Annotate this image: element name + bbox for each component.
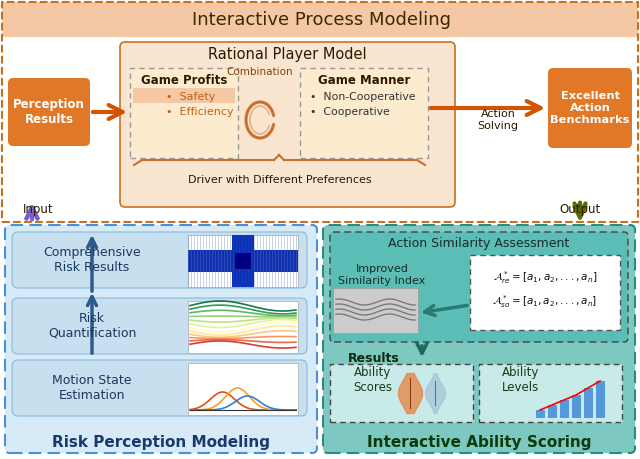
Bar <box>584 388 593 418</box>
Text: Input: Input <box>22 202 53 215</box>
Text: Excellent
Action
Benchmarks: Excellent Action Benchmarks <box>550 91 630 124</box>
Text: •  Cooperative: • Cooperative <box>310 107 390 117</box>
Text: Interactive Process Modeling: Interactive Process Modeling <box>191 11 451 29</box>
Text: Results: Results <box>348 352 400 364</box>
Text: Perception
Results: Perception Results <box>13 98 85 126</box>
FancyBboxPatch shape <box>12 360 307 416</box>
Bar <box>547 405 557 418</box>
Bar <box>572 395 580 418</box>
FancyBboxPatch shape <box>188 250 298 272</box>
Text: Risk
Quantification: Risk Quantification <box>48 312 136 340</box>
FancyBboxPatch shape <box>479 364 622 422</box>
Text: $\mathcal{A}^*_{re} = [a_1, a_2, ..., a_n]$: $\mathcal{A}^*_{re} = [a_1, a_2, ..., a_… <box>493 269 597 286</box>
FancyBboxPatch shape <box>8 78 90 146</box>
FancyBboxPatch shape <box>323 225 635 453</box>
Text: Interactive Ability Scoring: Interactive Ability Scoring <box>367 436 591 450</box>
FancyBboxPatch shape <box>130 68 238 158</box>
FancyBboxPatch shape <box>188 301 298 353</box>
Bar <box>559 400 568 418</box>
FancyBboxPatch shape <box>5 225 317 453</box>
Bar <box>595 381 605 418</box>
FancyBboxPatch shape <box>188 235 298 287</box>
FancyBboxPatch shape <box>300 68 428 158</box>
FancyBboxPatch shape <box>120 42 455 207</box>
Text: •  Non-Cooperative: • Non-Cooperative <box>310 92 415 102</box>
Text: Action Similarity Assessment: Action Similarity Assessment <box>388 237 570 251</box>
FancyBboxPatch shape <box>333 288 418 333</box>
FancyBboxPatch shape <box>470 255 620 330</box>
Text: Game Profits: Game Profits <box>141 73 227 86</box>
FancyBboxPatch shape <box>133 88 235 103</box>
FancyBboxPatch shape <box>232 235 254 287</box>
Text: Ability
Scores: Ability Scores <box>353 366 392 394</box>
FancyBboxPatch shape <box>188 363 298 415</box>
Bar <box>536 410 545 418</box>
FancyBboxPatch shape <box>330 364 473 422</box>
Text: Improved
Similarity Index: Improved Similarity Index <box>339 264 426 286</box>
Text: Action
Solving: Action Solving <box>477 109 518 131</box>
Text: Risk Perception Modeling: Risk Perception Modeling <box>52 436 270 450</box>
Text: Game Manner: Game Manner <box>318 73 410 86</box>
FancyBboxPatch shape <box>235 253 251 269</box>
Text: Output: Output <box>559 202 600 215</box>
Text: Ability
Levels: Ability Levels <box>502 366 540 394</box>
FancyBboxPatch shape <box>12 298 307 354</box>
Text: Rational Player Model: Rational Player Model <box>208 47 366 62</box>
Text: •  Efficiency: • Efficiency <box>166 107 234 117</box>
Text: Combination: Combination <box>227 67 293 77</box>
Text: •  Safety: • Safety <box>166 92 216 102</box>
Text: Motion State
Estimation: Motion State Estimation <box>52 374 132 402</box>
Text: Comprehensive
Risk Results: Comprehensive Risk Results <box>43 246 141 274</box>
FancyBboxPatch shape <box>2 2 638 37</box>
Text: Driver with Different Preferences: Driver with Different Preferences <box>188 175 372 185</box>
FancyBboxPatch shape <box>330 232 628 342</box>
Text: $\mathcal{A}^*_{so} = [a_1, a_2, ..., a_n]$: $\mathcal{A}^*_{so} = [a_1, a_2, ..., a_… <box>492 294 598 310</box>
FancyBboxPatch shape <box>12 232 307 288</box>
FancyBboxPatch shape <box>548 68 632 148</box>
